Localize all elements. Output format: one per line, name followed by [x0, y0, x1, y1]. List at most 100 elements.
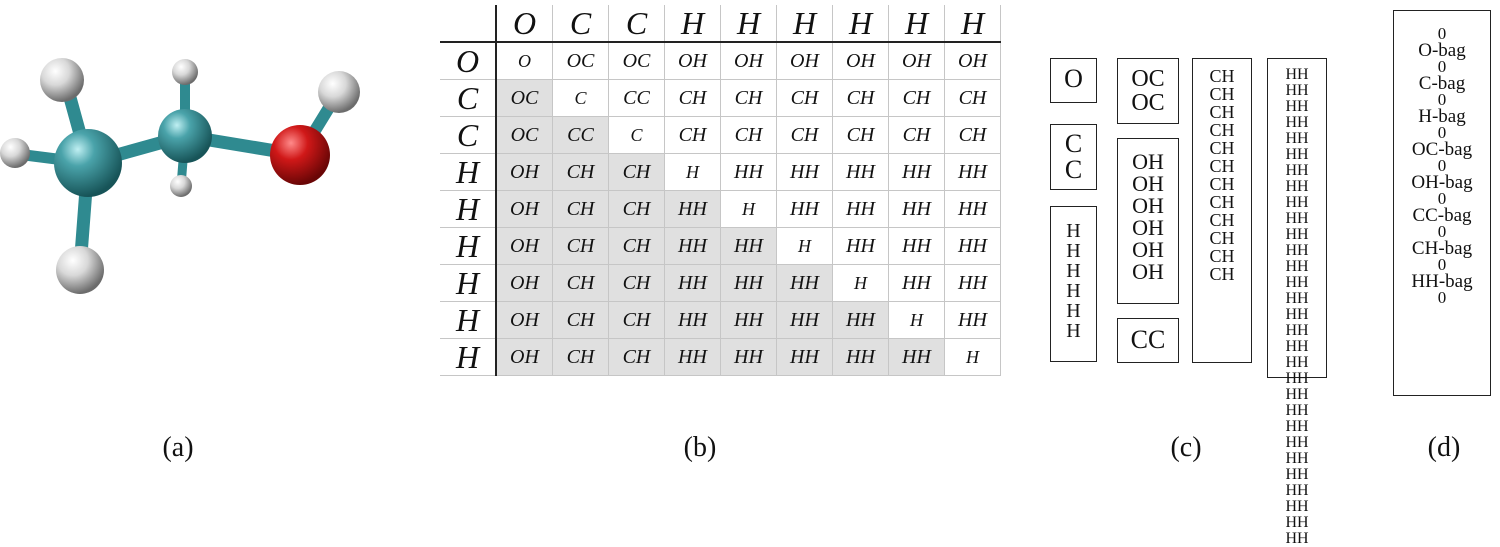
bag-name: OC-bag — [1411, 139, 1473, 160]
matrix-cell: H — [776, 227, 833, 265]
matrix-cell: CH — [776, 116, 833, 154]
group-box-hh: HH HH HH HH HH HH HH HH HH HH HH HH HH HH HH HH HH HH HH HH… — [1267, 58, 1327, 547]
matrix-cell: CH — [608, 227, 665, 265]
group-item: C — [1064, 155, 1083, 184]
group-item: HH — [1285, 82, 1309, 99]
matrix-cell: CH — [608, 190, 665, 228]
bag-count: 0 — [1437, 189, 1447, 208]
group-item: CH — [1209, 264, 1235, 284]
bag-count: 0 — [1437, 90, 1447, 109]
group-item: CH — [1209, 66, 1235, 86]
matrix-row-header: C — [440, 116, 497, 154]
group-item: HH — [1285, 354, 1309, 371]
group-item: CH — [1209, 228, 1235, 248]
bag-count: 0 — [1437, 57, 1447, 76]
matrix-cell: HH — [720, 153, 777, 191]
oxygen-atom — [270, 125, 330, 185]
matrix-cell: CH — [944, 79, 1001, 117]
matrix-cell: OC — [608, 41, 665, 80]
group-item: OC — [1131, 90, 1165, 116]
matrix-cell: HH — [776, 301, 833, 339]
group-item: HH — [1285, 322, 1309, 339]
matrix-cell: HH — [664, 338, 721, 376]
matrix-cell: HH — [720, 301, 777, 339]
group-item: HH — [1285, 178, 1309, 195]
matrix-cell: HH — [888, 153, 945, 191]
panel-label-b: (b) — [683, 432, 717, 463]
bag-list: 0 O-bag 0 C-bag 0 H-bag 0 OC-bag 0 OH-bag 0 CC-bag 0… — [1393, 10, 1491, 396]
matrix-cell: HH — [888, 190, 945, 228]
matrix-cell: H — [664, 153, 721, 191]
matrix-cell: CH — [608, 264, 665, 302]
panel-label-d: (d) — [1427, 432, 1461, 463]
bag-count: 0 — [1437, 156, 1447, 175]
matrix-cell: CH — [552, 153, 609, 191]
matrix-cell: O — [495, 41, 553, 80]
matrix-cell: CH — [664, 116, 721, 154]
group-box-oh: OH OH OH OH OH OH — [1117, 138, 1179, 304]
matrix-row-header: H — [440, 227, 497, 265]
matrix-cell: OH — [495, 153, 553, 191]
hydrogen-atom-bottom-middle — [170, 175, 192, 197]
matrix-cell: OH — [888, 41, 945, 80]
group-item: OH — [1132, 171, 1164, 196]
matrix-row-header: O — [440, 41, 497, 80]
group-item: H — [1066, 260, 1081, 282]
carbon-atom-2 — [158, 109, 212, 163]
group-item: OH — [1132, 215, 1164, 240]
group-item: HH — [1285, 66, 1309, 83]
matrix-cell: OH — [495, 301, 553, 339]
bag-name: O-bag — [1418, 40, 1466, 61]
group-item: C — [1064, 129, 1083, 158]
atoms — [0, 58, 360, 294]
group-item: CC — [1130, 325, 1166, 354]
matrix-column-header: C — [608, 5, 665, 43]
matrix-cell: CC — [608, 79, 665, 117]
matrix-cell: CH — [888, 116, 945, 154]
panel-label-c: (c) — [1170, 432, 1202, 463]
matrix-cell: OH — [832, 41, 889, 80]
matrix-cell: HH — [888, 227, 945, 265]
matrix-row: O O OC OC OH OH OH OH OH OH — [440, 41, 1001, 80]
matrix-column-header: H — [888, 5, 945, 43]
matrix-cell: CH — [552, 264, 609, 302]
matrix-cell: HH — [776, 338, 833, 376]
matrix-row-header: H — [440, 153, 497, 191]
matrix-cell: CH — [552, 227, 609, 265]
group-item: H — [1066, 280, 1081, 302]
matrix-cell: HH — [664, 264, 721, 302]
group-item: CH — [1209, 120, 1235, 140]
group-item: HH — [1285, 114, 1309, 131]
group-item: HH — [1285, 306, 1309, 323]
group-box-oc: OC OC — [1117, 58, 1179, 124]
matrix-cell: CH — [720, 116, 777, 154]
group-item: HH — [1285, 194, 1309, 211]
group-item: HH — [1285, 338, 1309, 355]
matrix-cell: HH — [664, 227, 721, 265]
matrix-cell: OH — [495, 227, 553, 265]
group-item: HH — [1285, 530, 1309, 547]
matrix-cell: CH — [776, 79, 833, 117]
group-item: HH — [1285, 466, 1309, 483]
matrix-cell: HH — [720, 227, 777, 265]
group-item: HH — [1285, 146, 1309, 163]
hydrogen-atom-left — [0, 138, 30, 168]
matrix-column-header: O — [495, 5, 553, 43]
matrix-cell: OH — [720, 41, 777, 80]
group-item: CH — [1209, 138, 1235, 158]
group-item: HH — [1285, 290, 1309, 307]
matrix-cell: OC — [495, 79, 553, 117]
group-item: H — [1066, 300, 1081, 322]
group-item: CH — [1209, 246, 1235, 266]
group-item: CH — [1209, 156, 1235, 176]
matrix-cell: HH — [664, 190, 721, 228]
matrix-cell: C — [552, 79, 609, 117]
hydrogen-atom-top-left — [40, 58, 84, 102]
group-item: HH — [1285, 226, 1309, 243]
matrix-cell: C — [608, 116, 665, 154]
matrix-column-header: H — [832, 5, 889, 43]
